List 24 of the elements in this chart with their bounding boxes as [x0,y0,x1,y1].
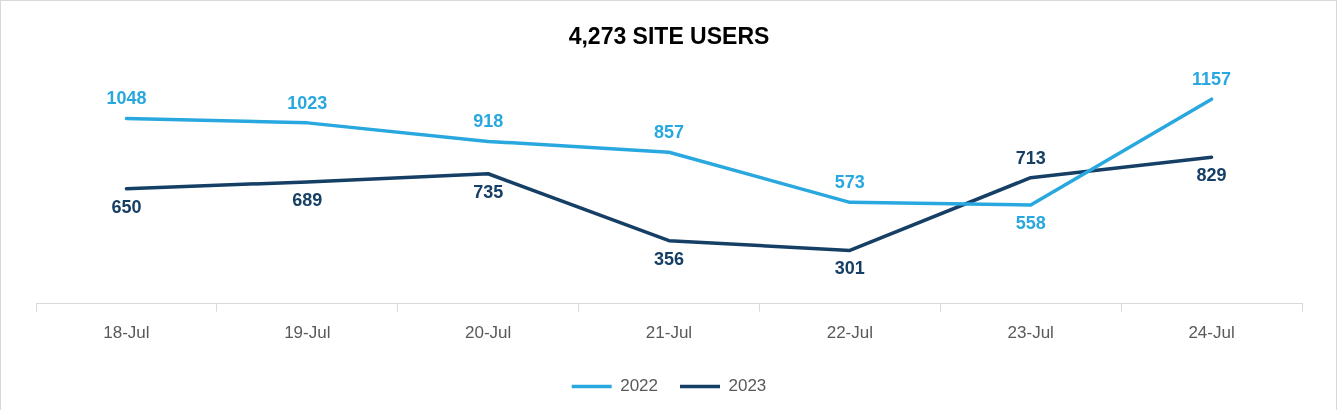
data-label: 1023 [287,92,328,113]
x-tick-label: 23-Jul [1007,323,1054,343]
x-tick-label: 20-Jul [464,323,512,343]
data-label: 713 [1015,147,1046,168]
data-label: 829 [1196,165,1227,186]
data-label: 735 [473,181,504,202]
data-label: 301 [834,258,865,279]
data-label: 1157 [1192,69,1232,90]
legend-label: 2023 [728,376,767,396]
x-tick-label: 24-Jul [1188,323,1235,343]
chart-title: 4,273 SITE USERS [568,23,770,50]
x-tick-label: 18-Jul [103,323,150,343]
data-label: 918 [473,111,504,132]
legend-label: 2022 [620,376,659,396]
x-tick-label: 19-Jul [284,323,331,343]
data-label: 857 [653,122,685,143]
data-label: 1048 [106,88,147,109]
data-label: 689 [292,189,323,210]
data-label: 356 [653,248,685,269]
x-tick-label: 21-Jul [645,323,693,343]
data-label: 650 [111,196,142,217]
data-label: 558 [1015,212,1046,233]
data-label: 573 [834,172,865,193]
x-tick-label: 22-Jul [826,323,874,343]
